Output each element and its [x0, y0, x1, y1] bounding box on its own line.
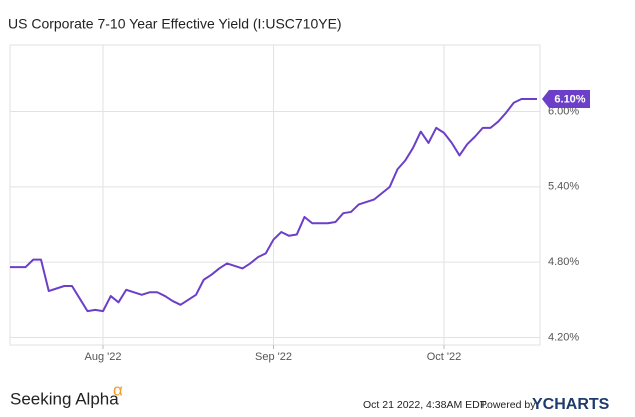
grid [10, 45, 540, 345]
value-label: 6.10% [554, 93, 585, 105]
powered-by: Powered by [480, 399, 536, 411]
brand-mark: α [113, 380, 123, 399]
x-tick-label: Sep '22 [255, 351, 292, 363]
timestamp: Oct 21 2022, 4:38AM EDT. [363, 399, 488, 411]
y-tick-label: 6.00% [548, 105, 579, 117]
brand: Seeking Alpha [10, 389, 119, 408]
chart-title: US Corporate 7-10 Year Effective Yield (… [8, 16, 342, 32]
y-tick-label: 4.80% [548, 256, 579, 268]
y-tick-label: 5.40% [548, 181, 579, 193]
x-tick-label: Oct '22 [427, 351, 462, 363]
y-tick-label: 4.20% [548, 331, 579, 343]
plot-frame [9, 44, 541, 346]
value-label-box [542, 89, 590, 108]
x-tick-label: Aug '22 [85, 351, 122, 363]
provider-logo: YCHARTS [532, 396, 610, 413]
data-line [10, 97, 537, 313]
